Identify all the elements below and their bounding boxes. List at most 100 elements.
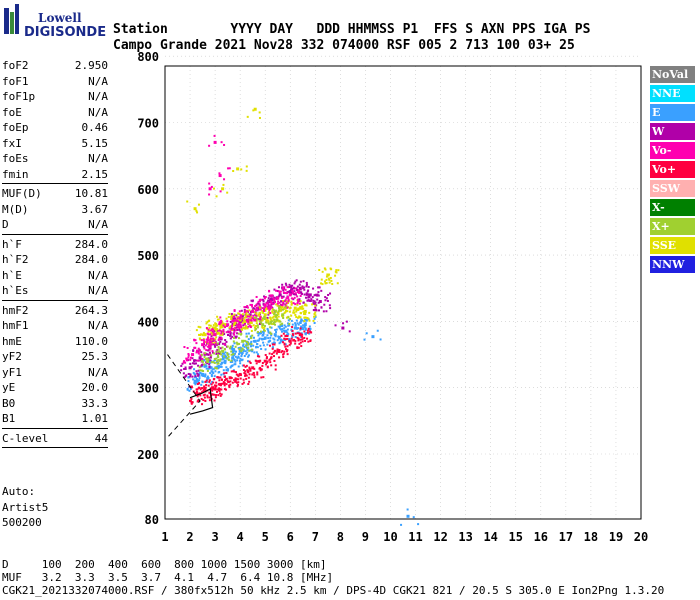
data-point bbox=[281, 303, 284, 306]
data-point bbox=[258, 116, 261, 119]
data-point bbox=[300, 292, 303, 295]
data-point bbox=[266, 327, 269, 330]
x-tick-label: 15 bbox=[509, 530, 523, 544]
param-row: h`F 284.0 bbox=[2, 237, 108, 253]
data-point bbox=[206, 394, 209, 397]
data-point bbox=[325, 297, 328, 300]
data-point bbox=[199, 349, 202, 352]
data-point bbox=[299, 307, 302, 310]
data-point bbox=[286, 353, 289, 356]
data-point bbox=[305, 332, 308, 335]
data-point bbox=[255, 312, 258, 315]
data-point bbox=[219, 190, 222, 193]
data-point bbox=[220, 323, 223, 326]
data-point bbox=[262, 300, 265, 303]
data-point bbox=[193, 362, 196, 365]
data-point bbox=[258, 355, 261, 358]
data-point bbox=[308, 332, 311, 335]
data-point bbox=[220, 362, 223, 365]
data-point bbox=[247, 383, 250, 386]
data-point bbox=[317, 301, 320, 304]
data-point bbox=[197, 359, 200, 362]
data-point bbox=[255, 362, 258, 365]
data-point bbox=[296, 322, 299, 325]
data-point bbox=[245, 318, 248, 321]
data-point bbox=[297, 327, 300, 330]
data-point bbox=[221, 352, 224, 355]
data-point bbox=[204, 358, 207, 361]
data-point bbox=[316, 294, 319, 297]
data-point bbox=[363, 338, 366, 341]
data-point bbox=[205, 379, 208, 382]
data-point bbox=[271, 343, 274, 346]
data-point bbox=[193, 368, 196, 371]
data-point bbox=[290, 337, 293, 340]
data-point bbox=[290, 303, 293, 306]
data-point bbox=[284, 325, 287, 328]
param-value: N/A bbox=[88, 105, 108, 119]
data-point bbox=[221, 326, 224, 329]
data-point bbox=[256, 353, 259, 356]
data-point bbox=[246, 115, 249, 118]
data-point bbox=[305, 292, 308, 295]
data-point bbox=[209, 356, 212, 359]
data-point bbox=[256, 343, 259, 346]
data-point bbox=[244, 370, 247, 373]
data-point bbox=[223, 343, 226, 346]
data-point bbox=[216, 350, 219, 353]
data-point bbox=[258, 337, 261, 340]
data-point bbox=[222, 355, 225, 358]
data-point bbox=[211, 328, 214, 331]
data-point bbox=[259, 316, 262, 319]
data-point bbox=[195, 359, 198, 362]
data-point bbox=[273, 288, 276, 291]
data-point bbox=[296, 295, 299, 298]
data-point bbox=[303, 316, 306, 319]
data-point bbox=[268, 309, 271, 312]
data-point bbox=[238, 359, 241, 362]
data-point bbox=[314, 311, 317, 314]
data-point bbox=[232, 348, 235, 351]
data-point bbox=[241, 353, 244, 356]
param-name: M(D) bbox=[2, 202, 29, 216]
data-point bbox=[205, 338, 208, 341]
data-point bbox=[212, 329, 215, 332]
data-point bbox=[231, 364, 234, 367]
data-point bbox=[263, 315, 266, 318]
data-point bbox=[237, 383, 240, 386]
data-point bbox=[264, 353, 267, 356]
auto-line3: 500200 bbox=[2, 516, 42, 529]
data-point bbox=[195, 370, 198, 373]
data-point bbox=[226, 320, 229, 323]
data-point bbox=[256, 326, 259, 329]
data-point bbox=[243, 318, 246, 321]
data-point bbox=[286, 292, 289, 295]
data-point bbox=[299, 338, 302, 341]
data-point bbox=[227, 381, 230, 384]
data-point bbox=[238, 327, 241, 330]
data-point bbox=[208, 391, 211, 394]
x-tick-label: 11 bbox=[408, 530, 422, 544]
data-point bbox=[201, 381, 204, 384]
data-point bbox=[282, 287, 285, 290]
data-point bbox=[208, 345, 211, 348]
data-point bbox=[214, 370, 217, 373]
data-point bbox=[208, 341, 211, 344]
data-point bbox=[255, 322, 258, 325]
data-point bbox=[293, 296, 296, 299]
param-name: yE bbox=[2, 381, 16, 394]
data-point bbox=[192, 371, 195, 374]
data-point bbox=[206, 357, 209, 360]
data-point bbox=[261, 334, 264, 337]
data-point bbox=[197, 386, 200, 389]
data-point bbox=[294, 336, 297, 339]
data-point bbox=[216, 349, 219, 352]
data-point bbox=[276, 348, 279, 351]
data-point bbox=[251, 309, 255, 313]
data-point bbox=[258, 299, 261, 302]
param-name: foEp bbox=[2, 121, 29, 134]
data-point bbox=[180, 364, 183, 367]
data-point bbox=[262, 333, 265, 336]
data-point bbox=[276, 349, 280, 353]
data-point bbox=[274, 315, 277, 318]
